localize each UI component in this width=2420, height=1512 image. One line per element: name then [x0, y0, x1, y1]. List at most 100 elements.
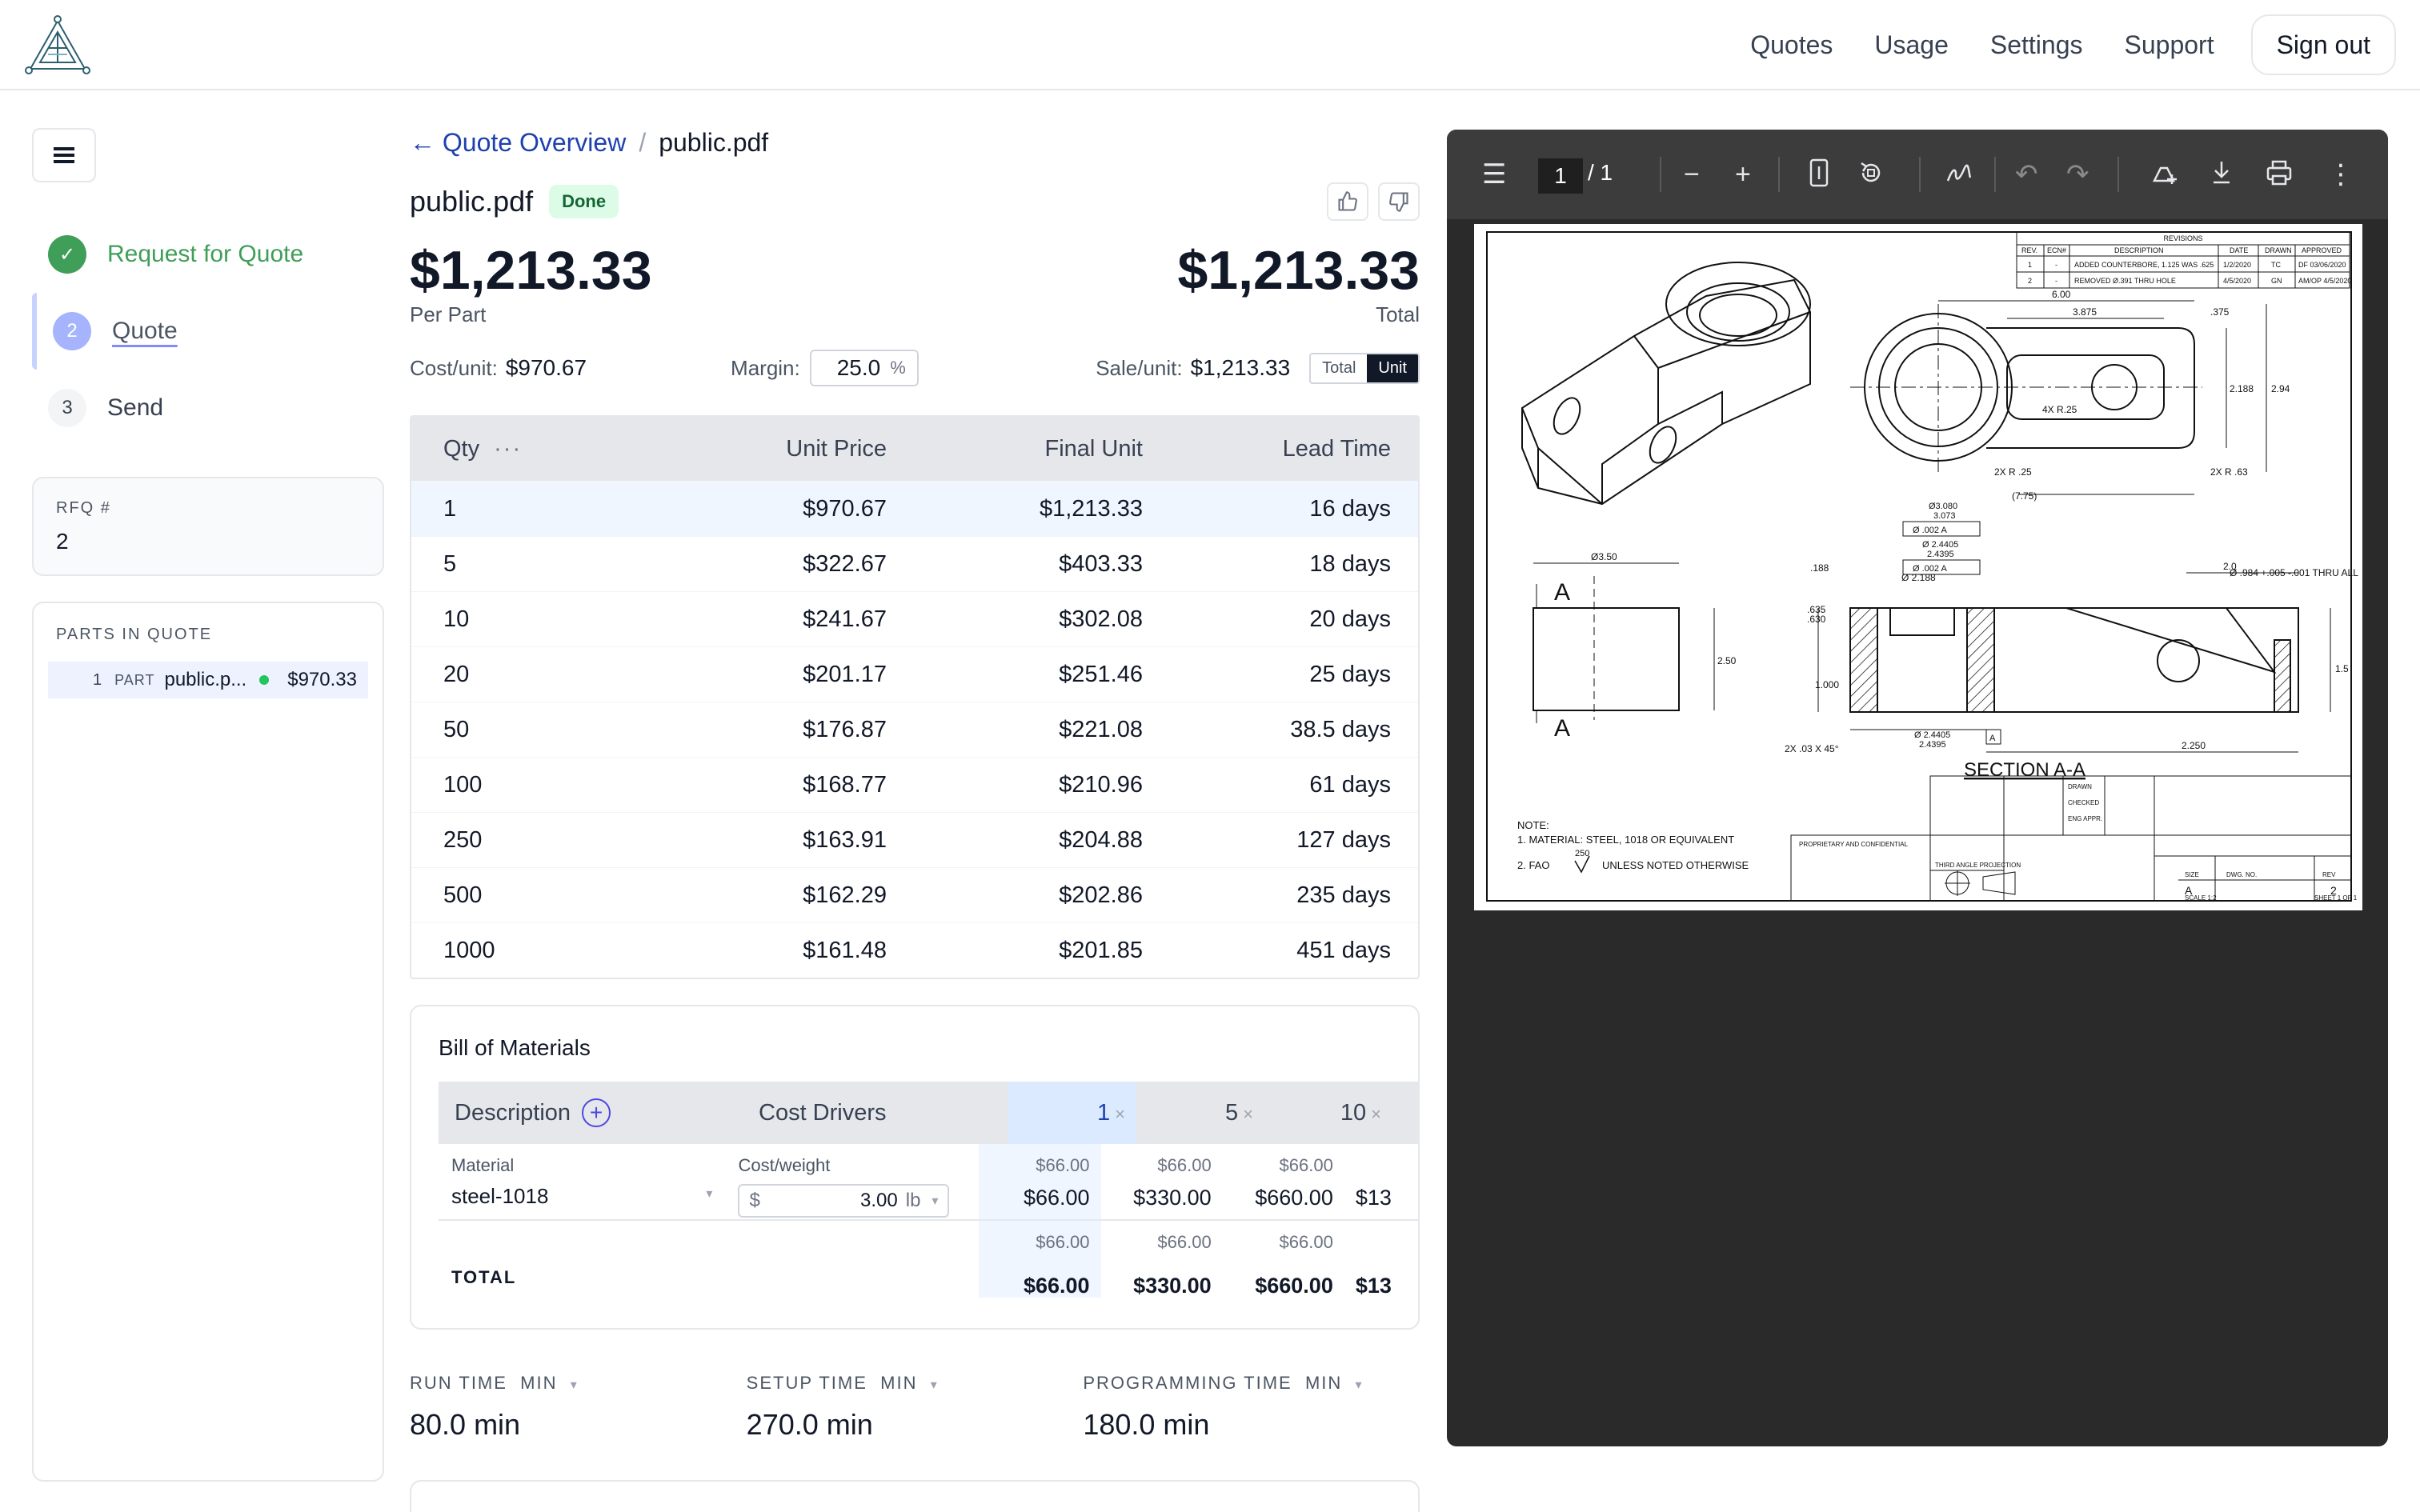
setup-time[interactable]: SETUP TIME MIN ▾ 270.0 min [747, 1373, 1084, 1442]
programming-time[interactable]: PROGRAMMING TIME MIN ▾ 180.0 min [1083, 1373, 1420, 1442]
material-qty-10: $66.00 $660.00 [1255, 1155, 1333, 1210]
remove-qty-icon[interactable]: × [1115, 1104, 1125, 1124]
draw-icon[interactable] [1943, 157, 1975, 189]
material-select[interactable]: Material steel-1018 ▾ [451, 1155, 713, 1208]
table-row[interactable]: 500 $162.29 $202.86 235 days [411, 867, 1418, 922]
more-options-icon[interactable]: ··· [494, 435, 523, 462]
header-qty-10: 10 × [1340, 1099, 1381, 1126]
svg-text:1/2/2020: 1/2/2020 [2223, 261, 2251, 269]
nav-settings[interactable]: Settings [1989, 30, 2083, 59]
svg-text:AM/OP 4/5/2020: AM/OP 4/5/2020 [2298, 277, 2351, 285]
svg-text:THIRD ANGLE PROJECTION: THIRD ANGLE PROJECTION [1935, 862, 2021, 869]
redo-icon[interactable]: ↷ [2066, 159, 2089, 190]
cost-row: Cost/unit: $970.67 Margin: 25.0 % Sale/u… [410, 348, 1420, 388]
svg-text:4X R.25: 4X R.25 [2042, 404, 2077, 415]
svg-text:ADDED COUNTERBORE, 1.125 WAS .: ADDED COUNTERBORE, 1.125 WAS .625 [2074, 261, 2214, 269]
undo-icon[interactable]: ↶ [2015, 159, 2038, 190]
nav-usage[interactable]: Usage [1874, 30, 1949, 59]
toggle-unit[interactable]: Unit [1367, 354, 1418, 382]
svg-text:2.94: 2.94 [2271, 383, 2290, 394]
svg-text:2.188: 2.188 [2230, 383, 2254, 394]
sale-group: Sale/unit: $1,213.33 Total Unit [1096, 352, 1420, 384]
table-row[interactable]: 1 $970.67 $1,213.33 16 days [411, 481, 1418, 536]
svg-text:DATE: DATE [2230, 246, 2248, 254]
svg-text:ECN#: ECN# [2047, 246, 2066, 254]
zoom-out-icon[interactable]: − [1684, 159, 1700, 190]
rfq-label: RFQ # [56, 499, 111, 517]
parts-label: PARTS IN QUOTE [56, 626, 213, 643]
step-label: Send [107, 394, 164, 421]
cost-unit-label: Cost/unit: [410, 355, 498, 380]
material-qty-5: $66.00 $330.00 [1133, 1155, 1212, 1210]
svg-text:2: 2 [2330, 884, 2337, 897]
zoom-in-icon[interactable]: + [1735, 159, 1751, 190]
breadcrumb-current: public.pdf [659, 127, 769, 157]
nav-quotes[interactable]: Quotes [1750, 30, 1833, 59]
feedback-buttons [1317, 182, 1420, 221]
nav-support[interactable]: Support [2124, 30, 2214, 59]
table-row[interactable]: 50 $176.87 $221.08 38.5 days [411, 702, 1418, 757]
svg-text:1.5: 1.5 [2335, 663, 2349, 674]
save-to-drive-icon[interactable] [2148, 157, 2180, 189]
table-row[interactable]: 250 $163.91 $204.88 127 days [411, 812, 1418, 867]
remove-qty-icon[interactable]: × [1243, 1103, 1253, 1124]
menu-toggle-button[interactable] [32, 128, 96, 182]
rotate-icon[interactable] [1855, 157, 1887, 189]
add-row-plus-icon[interactable]: + [582, 1098, 611, 1127]
margin-unit: % [890, 358, 906, 378]
thumbs-down-button[interactable] [1378, 182, 1420, 221]
download-icon[interactable] [2206, 157, 2238, 189]
step-quote[interactable]: 2 Quote [32, 293, 384, 370]
table-row[interactable]: 10 $241.67 $302.08 20 days [411, 591, 1418, 646]
header-final-unit: Final Unit [1044, 435, 1144, 462]
svg-text:DWG. NO.: DWG. NO. [2226, 871, 2257, 878]
toggle-total[interactable]: Total [1311, 354, 1368, 382]
fit-page-icon[interactable] [1807, 157, 1831, 189]
back-to-quote-overview-link[interactable]: ← Quote Overview [410, 127, 627, 157]
svg-text:A: A [1989, 734, 1996, 743]
remove-qty-icon[interactable]: × [1371, 1103, 1381, 1124]
svg-text:ENG APPR.: ENG APPR. [2068, 815, 2102, 822]
header-qty-5: 5 × [1225, 1099, 1253, 1126]
rfq-number: 2 [56, 529, 69, 554]
table-row[interactable]: 1000 $161.48 $201.85 451 days [411, 922, 1418, 978]
run-time[interactable]: RUN TIME MIN ▾ 80.0 min [410, 1373, 747, 1442]
step-send[interactable]: 3 Send [32, 370, 384, 446]
part-item[interactable]: 1 PART public.p... $970.33 [48, 662, 368, 698]
step-number: 3 [48, 389, 86, 427]
step-request-for-quote[interactable]: ✓ Request for Quote [32, 216, 384, 293]
sign-out-button[interactable]: Sign out [2250, 14, 2396, 75]
total-qty-5: $66.00 $330.00 [1133, 1232, 1212, 1298]
cost-weight-input[interactable]: $ 3.00 lb ▾ [738, 1184, 950, 1218]
header-lead-time: Lead Time [1282, 435, 1391, 462]
svg-text:Ø 2.4405: Ø 2.4405 [1914, 730, 1950, 740]
svg-text:A: A [2185, 884, 2193, 897]
margin-input[interactable]: 25.0 % [809, 350, 919, 386]
print-icon[interactable] [2263, 157, 2295, 189]
total-qty-next: $13 [1355, 1274, 1392, 1298]
time-metrics: RUN TIME MIN ▾ 80.0 min SETUP TIME MIN ▾… [410, 1373, 1420, 1442]
page-number-input[interactable]: 1 [1538, 158, 1583, 194]
thumbs-up-button[interactable] [1327, 182, 1368, 221]
svg-text:1.000: 1.000 [1815, 679, 1839, 690]
margin-label: Margin: [731, 355, 800, 380]
part-price: $970.33 [287, 669, 357, 690]
step-label: Request for Quote [107, 241, 304, 267]
svg-text:.375: .375 [2210, 306, 2230, 318]
title-block [1790, 775, 2352, 902]
svg-text:SCALE 1:2: SCALE 1:2 [2185, 894, 2217, 902]
more-vertical-icon[interactable]: ⋮ [2327, 159, 2354, 190]
hamburger-icon[interactable]: ☰ [1482, 159, 1507, 190]
svg-text:.630: .630 [1807, 614, 1826, 625]
table-row[interactable]: 5 $322.67 $403.33 18 days [411, 536, 1418, 591]
dropdown-caret-icon: ▾ [570, 1378, 579, 1392]
cost-unit-value: $970.67 [505, 355, 587, 380]
bill-of-materials: Bill of Materials Description + Cost Dri… [410, 1005, 1420, 1330]
status-badge: Done [549, 185, 619, 218]
table-row[interactable]: 20 $201.17 $251.46 25 days [411, 646, 1418, 702]
engineering-drawing: REVISIONS REV. ECN# DESCRIPTION DATE DRA… [1474, 224, 2362, 910]
breadcrumb: ← Quote Overview / public.pdf [410, 120, 1420, 165]
table-row[interactable]: 100 $168.77 $210.96 61 days [411, 757, 1418, 812]
section-view [1849, 607, 2299, 713]
logo-icon[interactable] [24, 14, 91, 75]
